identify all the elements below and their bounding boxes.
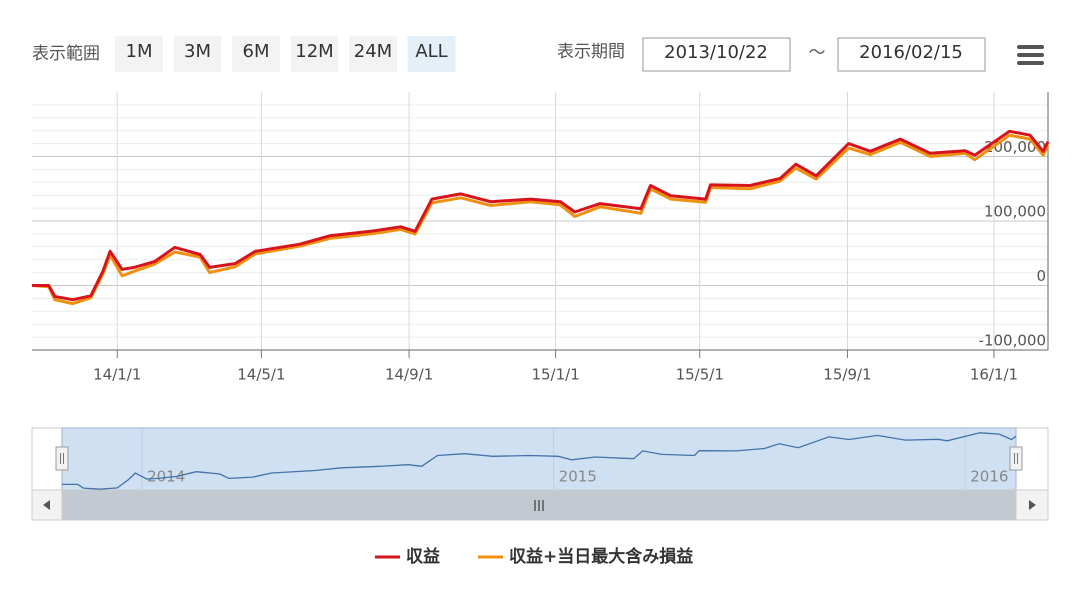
from-input[interactable] [642,37,791,72]
menu-bar [1017,53,1044,57]
to-input[interactable] [837,37,986,72]
navigator-tick-label: 2015 [559,468,597,486]
x-tick-label: 14/9/1 [385,366,433,384]
range-button-label[interactable]: ALL [415,41,447,62]
range-button[interactable] [173,36,222,72]
range-button-label[interactable]: 12M [295,41,333,62]
period-label: 表示期間 [557,42,625,62]
range-button[interactable] [290,36,339,72]
range-button[interactable] [349,36,397,72]
navigator-tick-label: 2014 [147,468,185,486]
to-date[interactable]: 2016/02/15 [859,42,963,63]
series-line [32,129,1050,302]
range-button[interactable] [407,36,456,72]
menu-bar [1017,61,1044,65]
y-tick-label: 100,000 [984,203,1046,221]
navigator-line [62,432,1017,490]
menu-button[interactable] [1017,45,1044,65]
range-label: 表示範囲 [32,44,100,64]
x-tick-label: 15/9/1 [823,366,871,384]
x-tick-label: 15/5/1 [676,366,724,384]
series-line [31,133,1050,306]
separator: 〜 [809,43,826,63]
navigator-handle[interactable] [1009,446,1023,471]
plot-area [32,92,1048,351]
range-button-label[interactable]: 1M [126,41,153,62]
scrollbar-grip [534,500,544,511]
menu-bar [1017,45,1044,49]
range-button[interactable] [232,36,280,72]
navigator-selection[interactable] [61,427,1017,491]
legend-label[interactable]: 収益 [406,546,440,567]
legend-label[interactable]: 収益+当日最大含み損益 [509,546,693,567]
range-button-label[interactable]: 24M [354,41,392,62]
arrow-right [1029,500,1036,510]
from-date[interactable]: 2013/10/22 [664,42,768,63]
range-button[interactable] [115,36,163,72]
x-tick-label: 14/5/1 [237,366,285,384]
x-tick-label: 15/1/1 [531,366,579,384]
x-tick-label: 16/1/1 [970,366,1018,384]
range-button-label[interactable]: 3M [184,41,211,62]
navigator-handle[interactable] [55,446,69,471]
arrow-left [43,500,50,510]
y-tick-label: -100,000 [979,332,1046,350]
x-tick-label: 14/1/1 [93,366,141,384]
range-button-label[interactable]: 6M [243,41,270,62]
y-tick-label: 0 [1036,267,1046,285]
navigator-tick-label: 2016 [970,468,1008,486]
